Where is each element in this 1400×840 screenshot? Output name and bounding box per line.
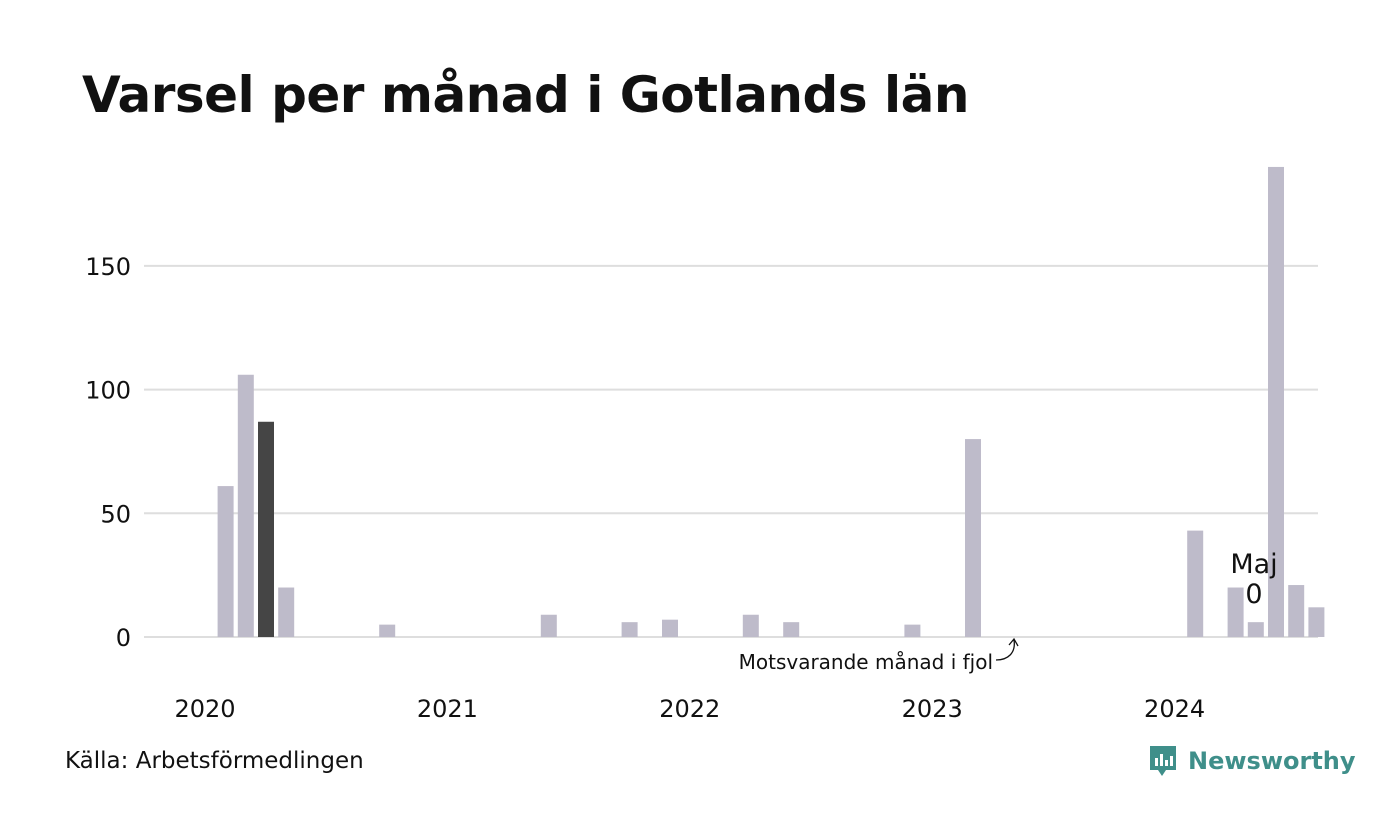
x-tick-label: 2024 xyxy=(1144,695,1205,723)
latest-month-value: 0 xyxy=(1245,579,1262,610)
y-axis-tick-labels: 0 50 100 150 xyxy=(85,253,131,652)
y-tick-label: 100 xyxy=(85,377,131,405)
bar-2024-04 xyxy=(1187,530,1204,637)
bar-2022-08 xyxy=(783,622,800,637)
bar-undefined xyxy=(1247,622,1264,637)
x-axis-tick-labels: 2020 2021 2022 2023 2024 xyxy=(174,695,1205,723)
bar-undefined xyxy=(1268,166,1284,637)
brand-logo: Newsworthy xyxy=(1148,744,1356,778)
x-tick-label: 2023 xyxy=(902,695,963,723)
bar-undefined xyxy=(1308,607,1325,637)
source-credit: Källa: Arbetsförmedlingen xyxy=(65,748,364,774)
chart-title: Varsel per månad i Gotlands län xyxy=(82,66,969,124)
annotation-arrow xyxy=(995,639,1015,661)
y-tick-label: 150 xyxy=(85,253,131,281)
gridlines xyxy=(144,264,1318,638)
bar-undefined xyxy=(1227,587,1244,637)
bar-2021-08 xyxy=(540,614,557,637)
x-tick-label: 2020 xyxy=(174,695,235,723)
brand-name: Newsworthy xyxy=(1188,747,1356,775)
x-tick-label: 2022 xyxy=(659,695,720,723)
y-tick-label: 0 xyxy=(116,624,131,652)
bar-chart-speech-bubble-icon xyxy=(1150,746,1176,776)
x-tick-label: 2021 xyxy=(417,695,478,723)
y-tick-label: 50 xyxy=(100,500,131,528)
bar-undefined xyxy=(1288,585,1305,637)
annotation-arrowhead xyxy=(1008,637,1019,647)
annotation-text: Motsvarande månad i fjol xyxy=(739,650,993,674)
bar-2022-06 xyxy=(742,614,759,637)
bar-2022-02 xyxy=(662,619,678,637)
bar-2020-05 xyxy=(237,374,254,637)
bar-2021-12 xyxy=(621,622,638,637)
bar-2020-12 xyxy=(379,624,396,637)
bar-2020-04 xyxy=(217,486,234,637)
previous-year-annotation: Motsvarande månad i fjol xyxy=(739,637,1019,674)
bar-2020-07 xyxy=(278,587,295,637)
latest-month-label: Maj 0 xyxy=(1230,549,1277,610)
bars xyxy=(217,166,1325,637)
latest-month-name: Maj xyxy=(1230,549,1277,580)
bar-2023-02 xyxy=(904,624,921,637)
bar-2020-06 xyxy=(258,421,274,637)
bar-2023-05 xyxy=(965,439,981,637)
